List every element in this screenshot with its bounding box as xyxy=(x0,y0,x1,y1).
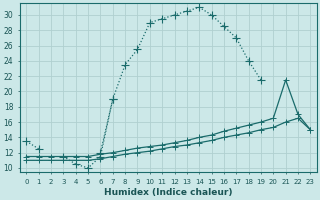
X-axis label: Humidex (Indice chaleur): Humidex (Indice chaleur) xyxy=(104,188,233,197)
